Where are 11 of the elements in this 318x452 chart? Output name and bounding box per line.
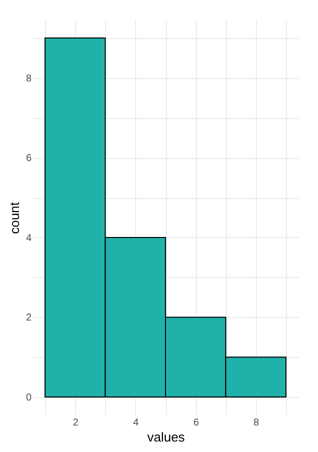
y-tick-label: 4 bbox=[26, 232, 32, 244]
y-axis-title: count bbox=[6, 202, 22, 234]
x-tick-label: 4 bbox=[133, 418, 140, 428]
y-tick-label: 0 bbox=[26, 392, 32, 404]
x-tick-label: 6 bbox=[193, 418, 200, 428]
x-tick-label: 8 bbox=[254, 418, 260, 428]
x-tick-label: 2 bbox=[72, 418, 79, 428]
x-axis-title: values bbox=[147, 430, 186, 444]
y-tick-label: 6 bbox=[26, 153, 32, 164]
y-tick-label: 2 bbox=[26, 312, 32, 324]
y-tick-label: 8 bbox=[26, 73, 32, 84]
